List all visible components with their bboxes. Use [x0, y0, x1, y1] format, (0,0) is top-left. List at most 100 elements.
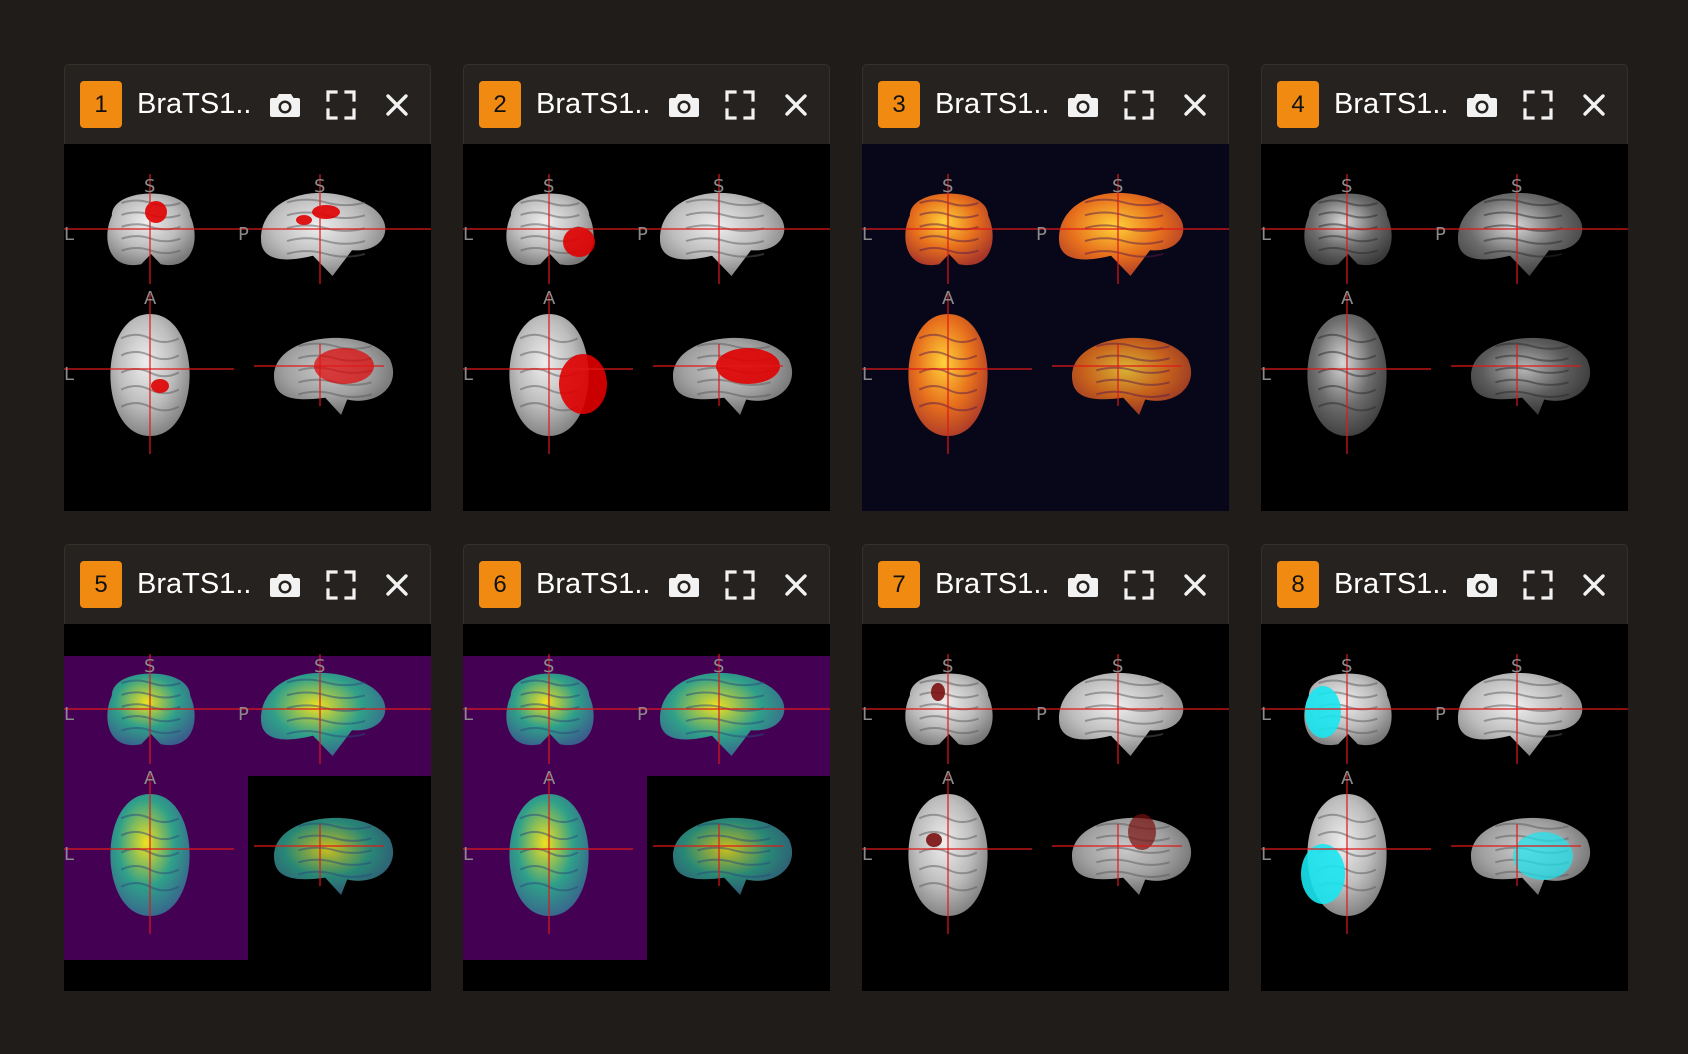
orientation-label-superior: S — [713, 656, 724, 677]
maximize-button[interactable] — [1518, 85, 1558, 125]
orientation-label-superior: S — [314, 656, 325, 677]
fullscreen-icon — [725, 569, 755, 600]
viewport-scene: S L S P A L — [463, 654, 830, 960]
panel-title[interactable]: BraTS1... — [137, 88, 249, 120]
panel-header: 3 BraTS1... — [862, 64, 1229, 144]
maximize-button[interactable] — [720, 85, 760, 125]
orientation-label-left: L — [1261, 704, 1271, 725]
panel-title[interactable]: BraTS1... — [536, 88, 648, 120]
maximize-button[interactable] — [1119, 85, 1159, 125]
viewport-scene: S L S P A L — [862, 144, 1229, 511]
panel-header: 8 BraTS1... — [1261, 544, 1628, 624]
snapshot-button[interactable] — [664, 85, 704, 125]
orientation-label-superior: S — [543, 176, 554, 197]
orientation-label-anterior: A — [1341, 288, 1354, 309]
close-button[interactable] — [776, 565, 816, 605]
close-button[interactable] — [377, 85, 417, 125]
close-icon — [1583, 573, 1605, 596]
snapshot-button[interactable] — [265, 565, 305, 605]
segmentation-overlay — [559, 354, 607, 414]
volume-background — [862, 624, 1229, 991]
viewer-panel: 5 BraTS1... S L S P A L — [64, 544, 431, 991]
snapshot-button[interactable] — [265, 85, 305, 125]
camera-icon — [1467, 573, 1497, 597]
panel-title[interactable]: BraTS1... — [536, 568, 648, 600]
sagittal-view-brain — [660, 672, 785, 756]
mpr-viewport[interactable]: S L S P A L — [463, 624, 830, 991]
orientation-label-anterior: A — [1341, 768, 1354, 789]
mpr-viewport[interactable]: S L S P A L — [1261, 144, 1628, 511]
orientation-label-superior: S — [942, 656, 953, 677]
orientation-label-superior: S — [1511, 176, 1522, 197]
sagittal-view-brain — [1059, 672, 1184, 756]
3d-render-brain — [1072, 337, 1192, 415]
fullscreen-icon — [326, 89, 356, 120]
orientation-label-left: L — [463, 704, 473, 725]
panel-title[interactable]: BraTS1... — [1334, 88, 1446, 120]
orientation-label-anterior: A — [543, 768, 556, 789]
orientation-label-left: L — [64, 844, 74, 865]
orientation-label-superior: S — [942, 176, 953, 197]
orientation-label-left: L — [1261, 364, 1271, 385]
close-button[interactable] — [776, 85, 816, 125]
maximize-button[interactable] — [720, 565, 760, 605]
close-button[interactable] — [1175, 85, 1215, 125]
orientation-label-left: L — [1261, 224, 1271, 245]
segmentation-overlay — [563, 227, 595, 257]
close-icon — [1184, 573, 1206, 596]
snapshot-button[interactable] — [1462, 85, 1502, 125]
orientation-label-posterior: P — [238, 224, 249, 245]
close-icon — [785, 93, 807, 116]
panel-title[interactable]: BraTS1... — [1334, 568, 1446, 600]
orientation-label-posterior: P — [1036, 224, 1047, 245]
viewer-panel: 6 BraTS1... S L S P A L — [463, 544, 830, 991]
orientation-label-left: L — [64, 704, 74, 725]
orientation-label-superior: S — [314, 176, 325, 197]
orientation-label-anterior: A — [942, 768, 955, 789]
close-button[interactable] — [1175, 565, 1215, 605]
orientation-label-left: L — [64, 364, 74, 385]
panel-title[interactable]: BraTS1... — [935, 568, 1047, 600]
close-icon — [386, 573, 408, 596]
mpr-viewport[interactable]: S L S P A L — [64, 624, 431, 991]
mpr-viewport[interactable]: S L S P A L — [64, 144, 431, 511]
mpr-viewport[interactable]: S L S P A L — [463, 144, 830, 511]
viewport-scene: S L S P A L — [463, 144, 830, 511]
mpr-viewport[interactable]: S L S P A L — [862, 624, 1229, 991]
close-button[interactable] — [1574, 565, 1614, 605]
segmentation-overlay — [145, 201, 167, 223]
orientation-label-left: L — [463, 224, 473, 245]
segmentation-overlay — [1128, 814, 1156, 850]
orientation-label-left: L — [862, 224, 872, 245]
orientation-label-anterior: A — [543, 288, 556, 309]
panel-header: 7 BraTS1... — [862, 544, 1229, 624]
volume-background — [1261, 624, 1628, 991]
orientation-label-anterior: A — [942, 288, 955, 309]
maximize-button[interactable] — [1119, 565, 1159, 605]
snapshot-button[interactable] — [1462, 565, 1502, 605]
fullscreen-icon — [725, 89, 755, 120]
camera-icon — [1467, 93, 1497, 117]
close-button[interactable] — [377, 565, 417, 605]
snapshot-button[interactable] — [1063, 85, 1103, 125]
panel-title[interactable]: BraTS1... — [935, 88, 1047, 120]
orientation-label-superior: S — [713, 176, 724, 197]
snapshot-button[interactable] — [1063, 565, 1103, 605]
sagittal-view-brain — [660, 192, 785, 276]
3d-render-brain — [1072, 817, 1192, 895]
maximize-button[interactable] — [1518, 565, 1558, 605]
mpr-viewport[interactable]: S L S P A L — [1261, 624, 1628, 991]
viewer-panel: 3 BraTS1... S L S P A L — [862, 64, 1229, 511]
panel-index-badge: 8 — [1277, 561, 1319, 608]
segmentation-overlay — [312, 205, 340, 219]
orientation-label-superior: S — [1511, 656, 1522, 677]
mpr-viewport[interactable]: S L S P A L — [862, 144, 1229, 511]
maximize-button[interactable] — [321, 565, 361, 605]
close-icon — [1583, 93, 1605, 116]
snapshot-button[interactable] — [664, 565, 704, 605]
camera-icon — [669, 573, 699, 597]
maximize-button[interactable] — [321, 85, 361, 125]
panel-title[interactable]: BraTS1... — [137, 568, 249, 600]
viewer-panel: 7 BraTS1... S L S P A L — [862, 544, 1229, 991]
close-button[interactable] — [1574, 85, 1614, 125]
